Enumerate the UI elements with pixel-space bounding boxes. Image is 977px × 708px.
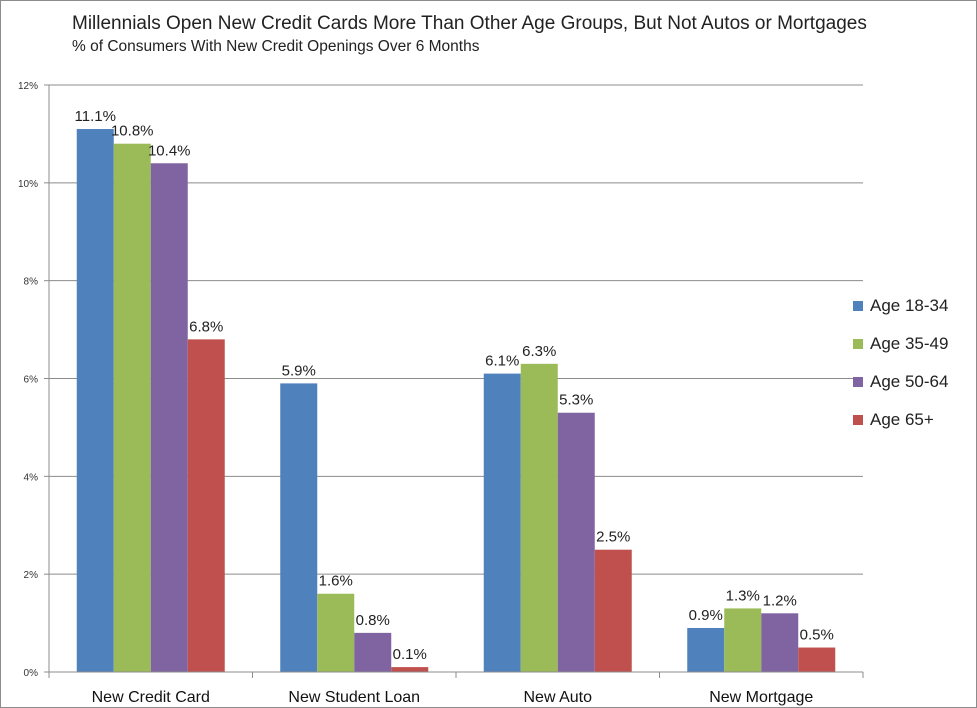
legend-label: Age 18-34 [870,296,949,315]
data-label: 2.5% [596,529,630,546]
y-tick-label: 10% [18,179,38,190]
bar [520,363,558,672]
bar [687,627,725,672]
y-tick-label: 4% [24,472,39,483]
chart-subtitle: % of Consumers With New Credit Openings … [72,38,480,55]
bar [761,613,799,672]
bar [724,608,762,672]
bar [113,143,151,672]
data-label: 6.1% [485,353,519,370]
y-axis: 0% 2% 4% 6% 8% 10% 12% [18,81,50,679]
data-label: 1.3% [726,587,760,604]
data-label: 10.8% [111,123,154,140]
data-label: 5.3% [559,392,593,409]
y-tick-label: 2% [24,570,39,581]
data-label: 6.3% [522,343,556,360]
legend-item: Age 65+ [853,401,948,439]
legend-swatch [853,339,863,349]
x-category-label: New Auto [524,689,593,706]
data-label: 5.9% [282,362,316,379]
data-label: 0.5% [800,627,834,644]
y-tick-label: 8% [24,277,39,288]
data-label: 1.2% [763,592,797,609]
legend: Age 18-34 Age 35-49 Age 50-64 Age 65+ [853,287,948,439]
data-label: 11.1% [75,108,116,125]
bar [483,373,521,672]
legend-item: Age 50-64 [853,363,948,401]
y-tick-label: 6% [24,375,39,386]
legend-swatch [853,415,863,425]
bar [798,647,836,672]
data-label: 0.1% [393,646,427,663]
legend-swatch [853,301,863,311]
chart-title: Millennials Open New Credit Cards More T… [72,13,867,34]
bar [187,339,225,672]
x-axis: New Credit Card New Student Loan New Auto N… [48,671,864,706]
data-label: 0.8% [356,612,390,629]
legend-label: Age 65+ [870,410,934,429]
data-labels: 11.1% 5.9% 6.1% 0.9% 10.8% 1.6% 6.3% 1.3% 10.4% 0… [75,108,834,663]
bar-series [76,129,836,672]
bar [150,163,188,672]
bar [317,593,355,672]
data-label: 1.6% [319,573,353,590]
legend-item: Age 18-34 [853,287,948,325]
data-label: 10.4% [148,142,191,159]
legend-item: Age 35-49 [853,325,948,363]
bar [354,632,392,672]
legend-label: Age 50-64 [870,372,949,391]
legend-label: Age 35-49 [870,334,949,353]
data-label: 0.9% [689,607,723,624]
y-tick-label: 12% [18,81,38,92]
x-category-label: New Credit Card [92,689,210,706]
x-category-label: New Mortgage [709,689,813,706]
legend-swatch [853,377,863,387]
data-label: 6.8% [189,318,223,335]
bar [280,383,318,672]
y-tick-label: 0% [24,668,39,679]
bar [76,129,114,672]
x-category-label: New Student Loan [288,689,420,706]
bar [557,412,595,672]
bar [594,549,632,672]
bar [391,667,429,672]
